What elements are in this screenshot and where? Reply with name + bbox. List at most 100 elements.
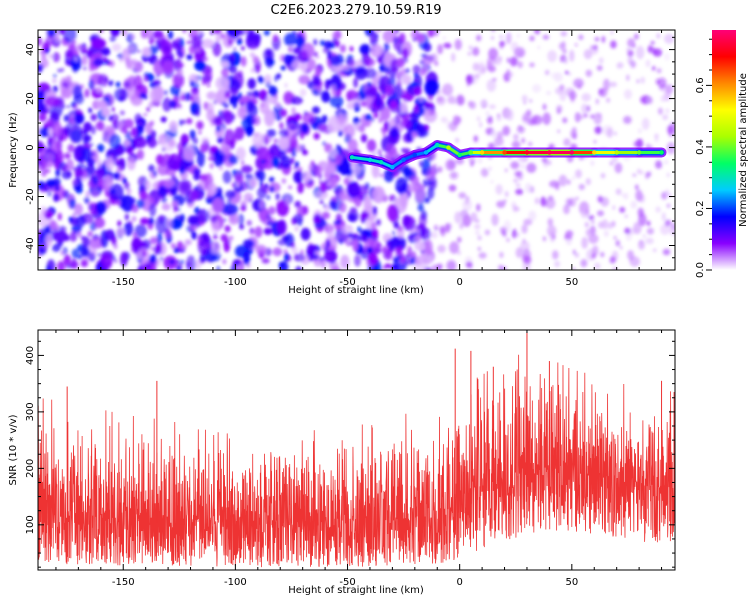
speckle-blob xyxy=(623,192,629,200)
speckle-blob xyxy=(290,157,295,163)
speckle-blob xyxy=(69,117,75,123)
speckle-blob xyxy=(446,260,457,270)
speckle-blob xyxy=(111,107,115,112)
speckle-blob xyxy=(83,66,87,71)
speckle-blob xyxy=(383,42,390,52)
speckle-blob xyxy=(111,237,117,246)
speckle-blob xyxy=(419,227,431,241)
speckle-blob xyxy=(664,159,669,165)
speckle-blob xyxy=(598,57,604,64)
speckle-blob xyxy=(558,174,568,187)
speckle-blob xyxy=(200,143,208,153)
speckle-blob xyxy=(89,205,93,209)
speckle-blob xyxy=(131,237,143,253)
speckle-blob xyxy=(465,261,473,269)
speckle-blob xyxy=(510,161,520,170)
speckle-blob xyxy=(335,220,342,226)
speckle-blob xyxy=(437,166,443,173)
speckle-blob xyxy=(609,256,616,264)
speckle-blob xyxy=(63,114,69,122)
speckle-blob xyxy=(75,209,81,213)
speckle-blob xyxy=(313,122,319,127)
speckle-blob xyxy=(615,188,622,195)
speckle-blob xyxy=(294,161,299,168)
speckle-blob xyxy=(572,176,575,181)
speckle-blob xyxy=(528,210,537,222)
speckle-blob xyxy=(182,30,187,34)
speckle-blob xyxy=(44,225,51,233)
speckle-blob xyxy=(419,160,423,167)
speckle-blob xyxy=(71,179,79,186)
speckle-blob xyxy=(38,127,50,138)
speckle-blob xyxy=(638,213,647,227)
snr-ylabel: SNR (10 * v/v) xyxy=(8,414,19,485)
speckle-blob xyxy=(642,234,646,239)
speckle-blob xyxy=(578,183,585,191)
speckle-blob xyxy=(207,183,218,196)
speckle-blob xyxy=(347,210,359,223)
speckle-blob xyxy=(448,184,457,192)
speckle-blob xyxy=(233,47,237,51)
speckle-blob xyxy=(90,113,97,122)
speckle-blob xyxy=(191,35,203,49)
speckle-blob xyxy=(273,138,279,144)
speckle-blob xyxy=(73,56,78,62)
speckle-blob xyxy=(414,184,426,202)
speckle-blob xyxy=(615,240,621,247)
speckle-blob xyxy=(245,100,255,112)
speckle-blob xyxy=(191,137,199,145)
speckle-blob xyxy=(183,92,192,101)
speckle-blob xyxy=(567,179,571,185)
speckle-blob xyxy=(639,194,645,203)
speckle-blob xyxy=(617,62,624,69)
speckle-blob xyxy=(662,114,669,121)
speckle-blob xyxy=(142,187,147,192)
speckle-blob xyxy=(594,37,600,42)
speckle-blob xyxy=(251,93,256,100)
speckle-blob xyxy=(648,171,652,177)
speckle-blob xyxy=(390,128,399,139)
speckle-blob xyxy=(496,115,502,122)
speckle-blob xyxy=(630,60,636,68)
speckle-blob xyxy=(46,169,51,173)
speckle-blob xyxy=(251,46,256,50)
speckle-blob xyxy=(657,77,667,89)
speckle-blob xyxy=(186,54,193,60)
speckle-blob xyxy=(434,224,438,232)
speckle-blob xyxy=(131,204,139,213)
speckle-blob xyxy=(246,30,256,42)
speckle-blob xyxy=(176,142,186,151)
speckle-blob xyxy=(269,176,275,183)
speckle-blob xyxy=(542,34,550,40)
speckle-blob xyxy=(393,256,398,263)
speckle-blob xyxy=(329,199,337,210)
speckle-blob xyxy=(45,264,52,270)
speckle-blob xyxy=(67,144,75,153)
speckle-blob xyxy=(634,184,639,190)
speckle-blob xyxy=(225,190,237,199)
signal-point xyxy=(378,160,384,165)
speckle-blob xyxy=(292,30,297,36)
speckle-blob xyxy=(161,197,168,204)
speckle-blob xyxy=(189,189,198,202)
speckle-blob xyxy=(597,195,603,203)
speckle-blob xyxy=(38,180,46,190)
speckle-blob xyxy=(196,120,204,130)
speckle-blob xyxy=(232,104,238,109)
speckle-blob xyxy=(537,45,541,50)
speckle-blob xyxy=(661,212,666,222)
speckle-blob xyxy=(521,116,530,122)
speckle-blob xyxy=(279,128,289,138)
speckle-blob xyxy=(321,90,331,103)
signal-point xyxy=(401,157,406,162)
speckle-blob xyxy=(209,162,214,169)
speckle-blob xyxy=(232,259,241,266)
speckle-blob xyxy=(322,141,327,146)
speckle-blob xyxy=(457,236,462,243)
speckle-blob xyxy=(472,46,480,56)
speckle-blob xyxy=(216,125,221,132)
speckle-blob xyxy=(134,113,142,125)
speckle-blob xyxy=(234,173,244,184)
speckle-blob xyxy=(41,158,54,169)
